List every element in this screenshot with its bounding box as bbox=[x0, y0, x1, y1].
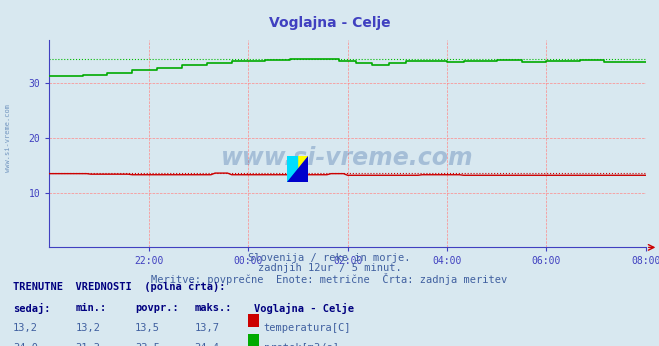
Text: 34,0: 34,0 bbox=[13, 343, 38, 346]
Text: 13,7: 13,7 bbox=[194, 323, 219, 333]
Text: Meritve: povprečne  Enote: metrične  Črta: zadnja meritev: Meritve: povprečne Enote: metrične Črta:… bbox=[152, 273, 507, 285]
Text: TRENUTNE  VREDNOSTI  (polna črta):: TRENUTNE VREDNOSTI (polna črta): bbox=[13, 282, 225, 292]
Bar bbox=[287, 156, 297, 182]
Text: min.:: min.: bbox=[76, 303, 107, 313]
Text: sedaj:: sedaj: bbox=[13, 303, 51, 314]
Text: maks.:: maks.: bbox=[194, 303, 232, 313]
Text: www.si-vreme.com: www.si-vreme.com bbox=[5, 104, 11, 172]
Text: 31,3: 31,3 bbox=[76, 343, 101, 346]
Text: 33,5: 33,5 bbox=[135, 343, 160, 346]
Bar bbox=[297, 156, 308, 182]
Text: www.si-vreme.com: www.si-vreme.com bbox=[221, 146, 474, 170]
Text: 34,4: 34,4 bbox=[194, 343, 219, 346]
Text: temperatura[C]: temperatura[C] bbox=[264, 323, 351, 333]
Text: 13,2: 13,2 bbox=[76, 323, 101, 333]
Text: 13,5: 13,5 bbox=[135, 323, 160, 333]
Text: zadnjih 12ur / 5 minut.: zadnjih 12ur / 5 minut. bbox=[258, 263, 401, 273]
Text: Voglajna - Celje: Voglajna - Celje bbox=[269, 16, 390, 29]
Polygon shape bbox=[287, 156, 308, 182]
Text: pretok[m3/s]: pretok[m3/s] bbox=[264, 343, 339, 346]
Text: povpr.:: povpr.: bbox=[135, 303, 179, 313]
Text: Voglajna - Celje: Voglajna - Celje bbox=[254, 303, 354, 314]
Text: 13,2: 13,2 bbox=[13, 323, 38, 333]
Text: Slovenija / reke in morje.: Slovenija / reke in morje. bbox=[248, 253, 411, 263]
